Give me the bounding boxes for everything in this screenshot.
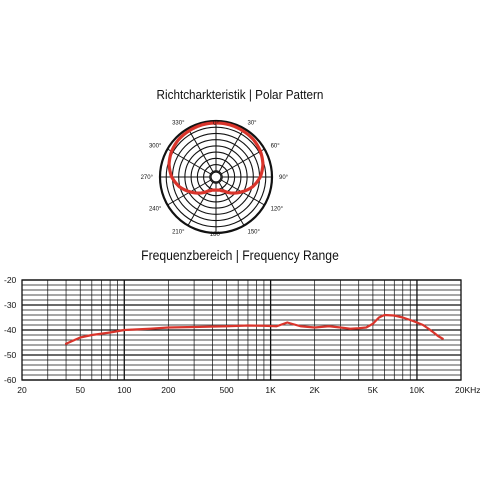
freq-frame [21,279,462,381]
polar-angle-label: 180° [210,232,223,238]
polar-angle-label: 0° [213,121,219,127]
polar-center [210,171,222,183]
freq-x-tick-label: 2K [309,385,320,395]
polar-chart: 0° 30° 60° 90° 120° 150° 180° 210° 240° 270° 300° 3… [141,119,289,238]
freq-x-tick-label: 5K [368,385,379,395]
freq-x-tick-label: 50 [75,385,85,395]
polar-pattern-curve [167,121,265,195]
polar-angle-label: 240° [149,207,162,213]
polar-spoke [167,148,212,175]
freq-response-line [64,313,444,345]
freq-x-tick-label: 1K [265,385,276,395]
freq-x-tick-label: 100 [117,385,131,395]
polar-angle-label: 30° [248,120,258,126]
polar-angle-label: 300° [149,144,162,150]
polar-spoke [187,128,214,173]
polar-angle-label: 90° [279,175,289,181]
polar-spoke [220,148,265,175]
freq-x-tick-label: 20KHz [455,385,480,395]
polar-angle-label: 60° [271,144,281,150]
freq-x-tick-label: 200 [161,385,175,395]
freq-y-tick-label: -60 [4,375,17,385]
polar-spoke [187,181,214,226]
freq-y-tick-label: -30 [4,300,17,310]
polar-angle-label: 210° [172,230,185,236]
polar-spoke [218,128,245,173]
polar-chart-title: Richtcharkteristik | Polar Pattern [156,87,324,102]
polar-angle-label: 120° [271,207,284,213]
polar-spoke [218,181,245,226]
polar-angle-label: 330° [172,120,185,126]
freq-x-tick-label: 20 [17,385,27,395]
freq-y-tick-label: -50 [4,350,17,360]
freq-y-tick-label: -20 [4,275,17,285]
frequency-chart-title: Frequenzbereich | Frequency Range [141,248,339,263]
polar-angle-label: 150° [248,230,261,236]
freq-x-tick-label: 10K [409,385,424,395]
polar-grid-ring [209,170,223,184]
freq-y-tick-label: -40 [4,325,17,335]
polar-angle-label: 270° [141,175,154,181]
freq-x-tick-label: 500 [219,385,233,395]
